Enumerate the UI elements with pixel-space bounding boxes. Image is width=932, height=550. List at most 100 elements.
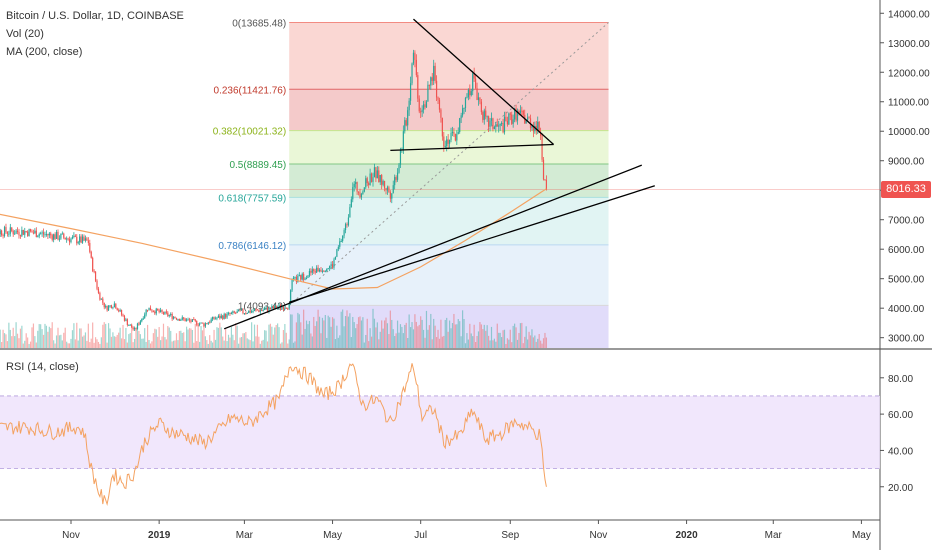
candle-body <box>431 77 433 81</box>
candle-body <box>232 311 234 313</box>
candle <box>200 322 202 324</box>
candle-body <box>327 268 329 270</box>
volume-bar <box>209 335 211 348</box>
volume-bar <box>381 320 383 348</box>
time-axis-label: Sep <box>501 530 519 541</box>
volume-bar <box>480 324 482 348</box>
time-axis-label: May <box>852 530 871 541</box>
price-axis-label: 4000.00 <box>888 304 925 315</box>
volume-bar <box>131 326 133 348</box>
candle <box>129 324 131 326</box>
candle-body <box>122 314 124 316</box>
candle-body <box>99 292 101 300</box>
candle-body <box>252 311 254 313</box>
candle <box>414 50 416 68</box>
time-axis-label: Mar <box>765 530 783 541</box>
volume-bar <box>336 325 338 348</box>
volume-bar <box>444 319 446 348</box>
candle <box>327 267 329 270</box>
candle <box>418 95 420 114</box>
candle <box>331 260 334 270</box>
candle <box>207 321 209 326</box>
candle-body <box>83 236 85 241</box>
candle-body <box>330 264 332 267</box>
candle <box>213 316 215 321</box>
volume-bar <box>292 342 295 348</box>
candle <box>440 108 442 123</box>
candle <box>47 233 49 240</box>
candle <box>122 313 124 317</box>
candle-body <box>508 113 510 125</box>
candle <box>431 73 433 86</box>
volume-bar <box>12 327 14 348</box>
candle <box>272 305 274 309</box>
price-axis-label: 12000.00 <box>888 68 930 79</box>
candle-body <box>427 84 429 102</box>
candle <box>456 130 458 145</box>
candle-body <box>133 328 136 330</box>
volume-bar <box>540 340 542 348</box>
candle <box>152 310 154 313</box>
candle-body <box>505 116 507 122</box>
volume-bar <box>307 324 309 348</box>
candle-body <box>57 231 59 240</box>
volume-bar <box>498 332 500 348</box>
candle-body <box>161 309 163 313</box>
candle-body <box>54 234 56 239</box>
candle-body <box>86 238 88 241</box>
last-price-tag: 8016.33 <box>881 181 931 199</box>
volume-bar <box>352 316 354 348</box>
candle <box>70 237 72 244</box>
candle <box>105 304 107 309</box>
candle-body <box>197 324 199 326</box>
candle <box>339 237 341 250</box>
volume-bar <box>412 329 415 348</box>
candle-body <box>359 192 361 198</box>
candle-body <box>103 302 105 308</box>
volume-bar <box>466 333 468 348</box>
candle <box>473 67 475 82</box>
volume-bar <box>18 338 20 348</box>
candle <box>522 109 524 118</box>
candle <box>411 62 413 86</box>
candle <box>542 157 545 181</box>
candle <box>94 271 97 283</box>
time-axis-label: Nov <box>62 530 80 541</box>
candle-body <box>362 191 364 195</box>
candle <box>2 233 4 239</box>
volume-bar <box>238 343 240 348</box>
candle <box>422 100 425 114</box>
candle-body <box>175 317 178 320</box>
candle <box>402 125 404 154</box>
candle <box>18 228 20 239</box>
volume-bar <box>11 336 13 348</box>
candle-body <box>41 232 43 234</box>
volume-bar <box>346 310 348 348</box>
volume-bar <box>5 334 7 348</box>
candle-body <box>222 315 224 319</box>
volume-bar <box>64 327 66 348</box>
candle <box>230 311 232 315</box>
volume-bar <box>222 336 224 348</box>
time-axis-label: Mar <box>236 530 254 541</box>
volume-bar <box>490 326 493 348</box>
candle <box>424 100 426 110</box>
candle <box>92 256 94 273</box>
candle <box>346 222 348 228</box>
volume-bar <box>128 334 130 348</box>
candle <box>58 235 61 242</box>
volume-bar <box>454 324 456 348</box>
volume-bar <box>369 328 371 348</box>
candle-body <box>463 107 465 109</box>
volume-bar <box>464 343 467 348</box>
candle-body <box>44 234 46 236</box>
candle-body <box>383 181 386 189</box>
candle <box>80 234 82 244</box>
candle <box>298 272 300 277</box>
volume-bar <box>94 337 97 348</box>
candle-body <box>109 305 111 307</box>
candle-body <box>450 132 452 140</box>
volume-bar <box>290 314 292 348</box>
candle-body <box>490 118 493 121</box>
